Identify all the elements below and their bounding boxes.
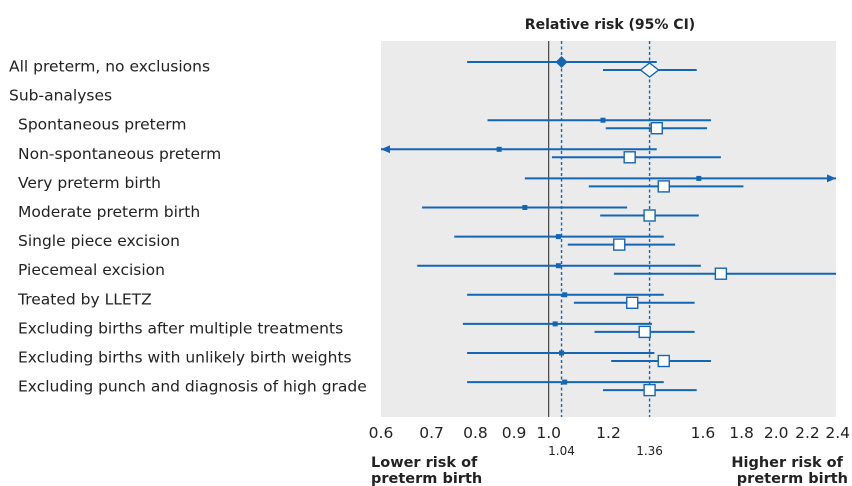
row-label: Excluding births after multiple treatmen… [18, 319, 343, 337]
filled-square-marker [555, 234, 561, 240]
footer-left: Lower risk of preterm birth [371, 455, 482, 486]
forest-rows: All preterm, no exclusions Sub-analyses Sp… [9, 56, 836, 397]
row-label: Excluding births with unlikely birth wei… [18, 349, 352, 367]
filled-square-marker [559, 350, 565, 356]
x-axis: 0.6 0.7 0.8 0.9 1.0 1.2 1.6 1.8 2.0 2.2 2.4 [369, 424, 850, 442]
x-tick-label: 0.9 [502, 424, 527, 442]
open-square-marker [714, 267, 728, 280]
x-tick-label: 1.2 [596, 424, 621, 442]
row-label: Single piece excision [18, 232, 180, 250]
x-tick-label: 0.8 [463, 424, 488, 442]
right-arrow-icon [827, 174, 836, 183]
open-square-marker [626, 296, 639, 309]
left-arrow-icon [381, 145, 390, 154]
row-label: Treated by LLETZ [17, 290, 152, 308]
footer-left-line-1: Lower risk of [371, 455, 478, 471]
row-label: Spontaneous preterm [18, 116, 186, 134]
chart-title: Relative risk (95% CI) [525, 17, 695, 33]
filled-square-marker [562, 379, 568, 385]
open-square-marker [650, 121, 663, 135]
reference-lines: 1.04 1.36 [548, 41, 663, 458]
footer-right-line-2: preterm birth [737, 471, 848, 486]
footer-right-line-1: Higher risk of [731, 455, 843, 471]
x-tick-label: 1.8 [729, 424, 754, 442]
x-tick-label: 0.6 [369, 424, 394, 442]
open-diamond-marker [639, 62, 660, 78]
row-label: Piecemeal excision [18, 261, 165, 279]
row-label: Non-spontaneous preterm [18, 145, 221, 163]
open-square-marker [657, 354, 670, 368]
footer-left-line-2: preterm birth [371, 471, 482, 486]
reference-value-label: 1.04 [548, 444, 575, 458]
open-square-marker [613, 238, 626, 251]
filled-square-marker [562, 292, 568, 298]
filled-square-marker [552, 321, 558, 327]
open-square-marker [657, 180, 670, 193]
open-square-marker [643, 209, 656, 222]
x-tick-label: 0.7 [419, 424, 444, 442]
reference-value-label: 1.36 [636, 444, 663, 458]
filled-square-marker [496, 146, 502, 152]
filled-square-marker [600, 117, 606, 123]
filled-square-marker [696, 175, 702, 181]
x-tick-label: 2.0 [764, 424, 789, 442]
x-tick-label: 1.0 [536, 424, 561, 442]
filled-diamond-marker [555, 56, 568, 68]
filled-square-marker [555, 263, 561, 269]
row-label: Very preterm birth [18, 174, 161, 192]
filled-square-marker [522, 205, 528, 210]
plot-panel [381, 41, 836, 417]
row-label: Sub-analyses [9, 87, 112, 105]
open-square-marker [643, 383, 656, 397]
x-tick-label: 1.6 [691, 424, 716, 442]
x-tick-label: 2.2 [795, 424, 820, 442]
row-label: All preterm, no exclusions [9, 58, 210, 76]
x-tick-label: 2.4 [825, 424, 850, 442]
row-label: Excluding punch and diagnosis of high gr… [18, 378, 367, 396]
footer-right: Higher risk of preterm birth [731, 455, 848, 486]
open-square-marker [638, 325, 651, 339]
row-label: Moderate preterm birth [18, 203, 200, 221]
open-square-marker [623, 151, 636, 164]
